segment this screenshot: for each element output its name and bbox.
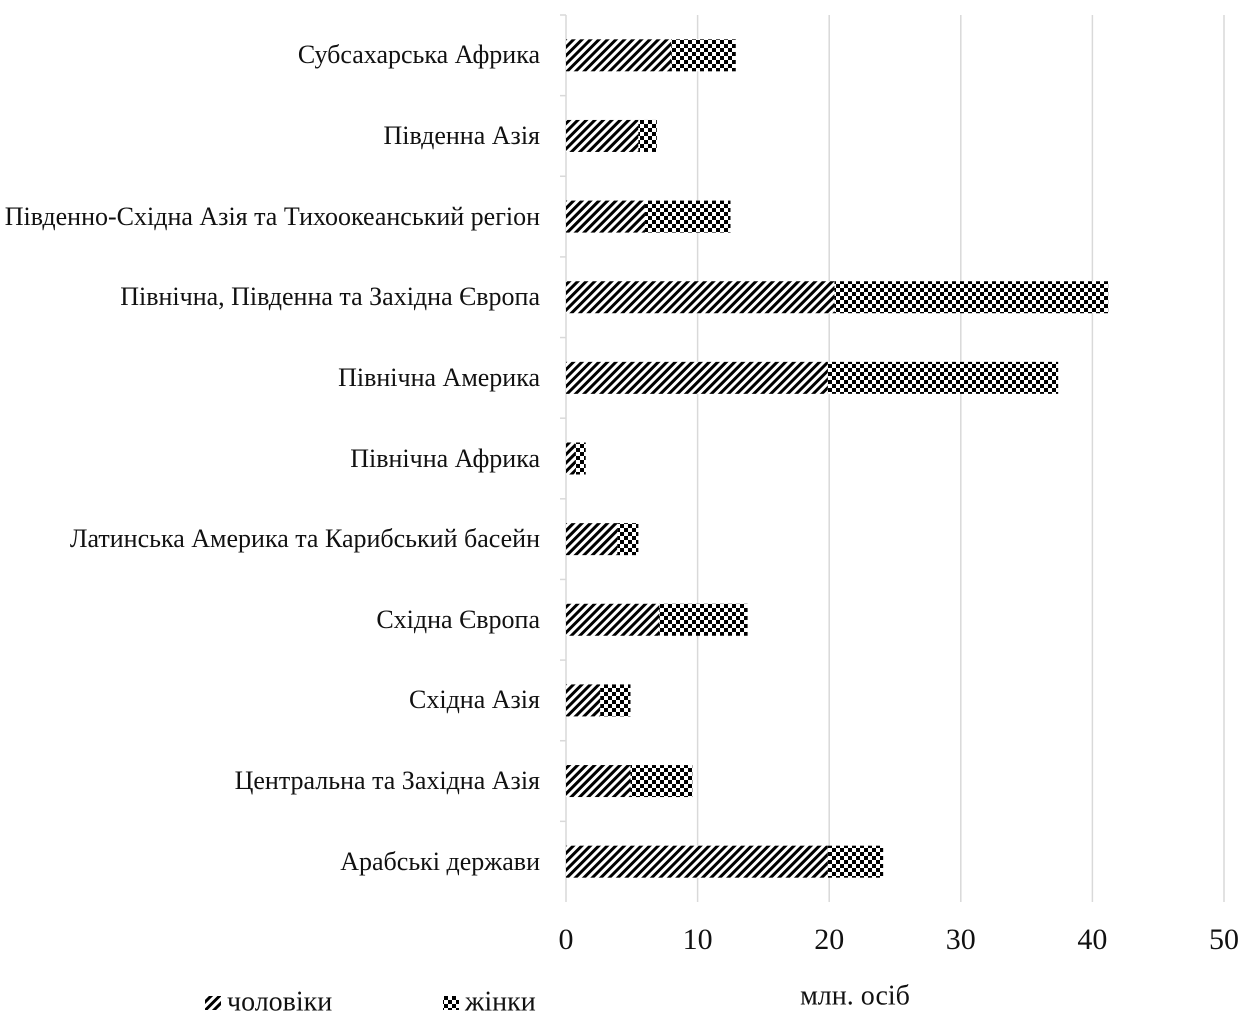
y-tick-label: Північна Африка <box>350 443 540 473</box>
y-tick-label: Латинська Америка та Карибський басейн <box>69 524 540 554</box>
bar-segment <box>566 200 645 233</box>
legend-swatch <box>443 996 459 1010</box>
bar-segment <box>575 442 586 475</box>
x-axis-label: млн. осіб <box>800 980 910 1011</box>
bar-segment <box>671 39 736 72</box>
y-tick-label: Центральна та Західна Азія <box>234 766 540 796</box>
bar-segment <box>566 119 639 152</box>
bar-segment <box>566 523 618 556</box>
legend-label: чоловіки <box>227 986 332 1017</box>
x-tick-label: 40 <box>1077 923 1107 956</box>
bar-segment <box>566 39 672 72</box>
bar-segment <box>566 845 828 878</box>
legend-swatch <box>205 996 221 1010</box>
x-tick-label: 10 <box>683 923 713 956</box>
bar-segment <box>566 684 601 717</box>
y-tick-label: Північна, Південна та Західна Європа <box>120 282 540 312</box>
bar-segment <box>659 603 748 636</box>
bar-segment <box>827 361 1059 394</box>
bar-segment <box>834 281 1109 314</box>
bar-segment <box>827 845 884 878</box>
bar-segment <box>566 603 660 636</box>
bar-segment <box>566 765 631 798</box>
x-tick-label: 30 <box>946 923 976 956</box>
x-tick-label: 20 <box>814 923 844 956</box>
y-tick-label: Північна Америка <box>338 362 540 392</box>
bar-segment <box>600 684 631 717</box>
y-tick-label: Південно-Східна Азія та Тихоокеанський р… <box>4 201 540 231</box>
bar-segment <box>638 119 657 152</box>
bar-segment <box>644 200 731 233</box>
x-tick-label: 50 <box>1209 923 1239 956</box>
bar-segment <box>630 765 693 798</box>
bar-segment <box>617 523 639 556</box>
bar-segment <box>566 442 576 475</box>
y-tick-label: Східна Європа <box>376 604 540 634</box>
y-tick-label: Східна Азія <box>409 685 540 715</box>
x-tick-label: 0 <box>559 923 574 956</box>
y-tick-label: Південна Азія <box>383 120 541 150</box>
y-tick-label: Субсахарська Африка <box>297 40 540 70</box>
bar-segment <box>566 361 828 394</box>
y-tick-label: Арабські держави <box>340 846 540 876</box>
legend-label: жінки <box>464 986 536 1017</box>
bar-segment <box>566 281 835 314</box>
